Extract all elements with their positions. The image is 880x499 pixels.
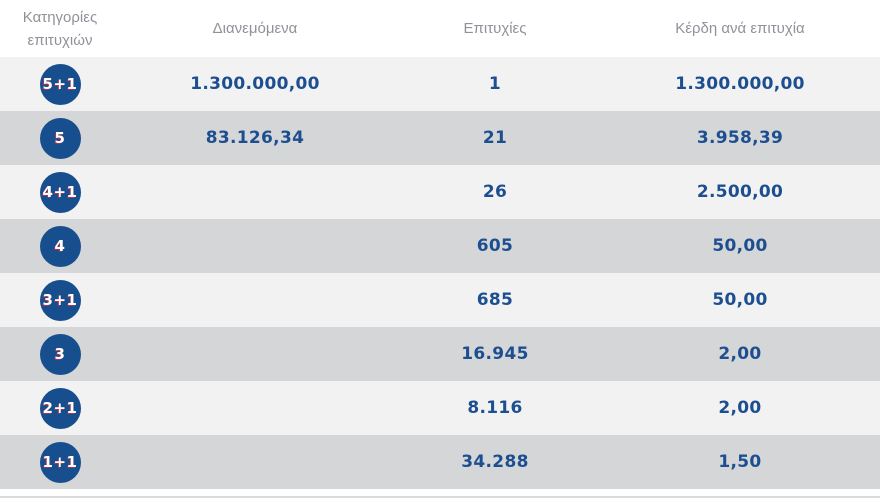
wins-value: 605 [476,236,514,256]
prize-value: 2.500,00 [696,182,784,202]
table-row-4plus1: 4+1 26 2.500,00 [0,165,880,219]
tier-badge-5plus1: 5+1 [39,63,81,105]
tier-badge-cell: 4+1 [0,171,120,213]
tier-badge-5: 5 [39,117,81,159]
header-wins: Επιτυχίες [463,20,527,37]
prize-value: 50,00 [712,236,768,256]
wins-value: 685 [476,290,514,310]
prize-value: 1,50 [718,452,762,472]
tier-badge-3plus1: 3+1 [39,279,81,321]
table-row-1plus1: 1+1 34.288 1,50 [0,435,880,489]
tier-badge-cell: 1+1 [0,441,120,483]
prize-value: 2,00 [718,398,762,418]
table-row-5plus1: 5+1 1.300.000,00 1 1.300.000,00 [0,57,880,111]
prize-value: 1.300.000,00 [675,74,805,94]
tier-badge-cell: 2+1 [0,387,120,429]
prize-value: 2,00 [718,344,762,364]
wins-value: 21 [482,128,508,148]
tier-badge-cell: 3 [0,333,120,375]
tier-badge-3: 3 [39,333,81,375]
wins-value: 1 [488,74,502,94]
prize-value: 3.958,39 [696,128,784,148]
table-row-3plus1: 3+1 685 50,00 [0,273,880,327]
wins-value: 26 [482,182,508,202]
table-row-2plus1: 2+1 8.116 2,00 [0,381,880,435]
tier-badge-4plus1: 4+1 [39,171,81,213]
tier-badge-cell: 5+1 [0,63,120,105]
wins-value: 16.945 [461,344,529,364]
header-prize-per-win: Κέρδη ανά επιτυχία [675,20,805,37]
wins-value: 8.116 [467,398,523,418]
header-distributed: Διανεμόμενα [212,20,298,37]
table-row-5: 5 83.126,34 21 3.958,39 [0,111,880,165]
wins-value: 34.288 [461,452,529,472]
tier-badge-4: 4 [39,225,81,267]
header-win-categories: Κατηγορίες επιτυχιών [0,6,120,52]
tier-badge-cell: 4 [0,225,120,267]
distributed-value: 1.300.000,00 [190,74,320,94]
distributed-value: 83.126,34 [205,128,305,148]
table-header-row: Κατηγορίες επιτυχιών Διανεμόμενα Επιτυχί… [0,0,880,57]
table-row-3: 3 16.945 2,00 [0,327,880,381]
tier-badge-cell: 3+1 [0,279,120,321]
table-bottom-divider [0,496,880,498]
tier-badge-cell: 5 [0,117,120,159]
header-win-categories-label: Κατηγορίες επιτυχιών [22,8,98,49]
tier-badge-2plus1: 2+1 [39,387,81,429]
table-row-4: 4 605 50,00 [0,219,880,273]
tier-badge-1plus1: 1+1 [39,441,81,483]
prize-value: 50,00 [712,290,768,310]
